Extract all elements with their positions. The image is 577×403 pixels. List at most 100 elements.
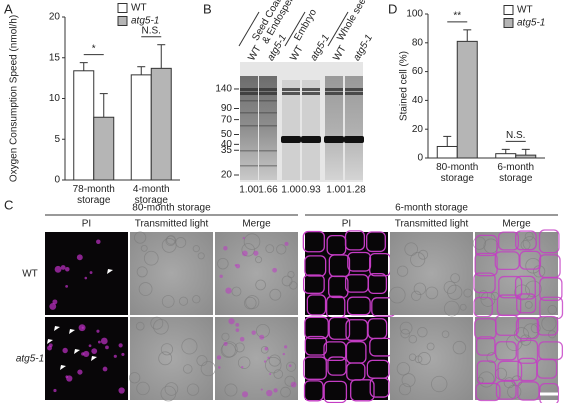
legend-swatch [503, 18, 514, 28]
y-tick-label: 100 [406, 9, 423, 20]
texture [221, 332, 230, 341]
blot-band [259, 165, 277, 167]
texture [478, 371, 495, 388]
marker-label: 20 [221, 170, 233, 181]
marker-label: 50 [221, 129, 233, 140]
texture [268, 354, 281, 367]
texture [161, 238, 177, 253]
texture [128, 372, 141, 384]
arrowhead [54, 326, 60, 331]
texture [431, 375, 448, 393]
marker-label: 140 [215, 84, 232, 95]
texture [160, 385, 177, 402]
cell-wall [497, 231, 519, 251]
pi-signal [113, 354, 117, 358]
pi-signal [60, 265, 66, 270]
pi-signal [105, 345, 109, 350]
ratio-label: 1.00 [281, 185, 301, 196]
pi-signal [100, 337, 108, 345]
blot-band [259, 92, 277, 95]
pi-signal [121, 352, 125, 357]
cell-wall [347, 251, 372, 272]
texture [178, 296, 189, 306]
pi-signal [102, 366, 108, 372]
texture [284, 375, 296, 387]
cell-wall [514, 275, 536, 300]
texture [175, 237, 187, 248]
pi-signal [218, 366, 221, 369]
texture [286, 361, 297, 372]
texture [136, 266, 148, 278]
texture [425, 286, 439, 300]
texture [447, 284, 463, 300]
blot-band [240, 165, 258, 167]
pi-signal [96, 239, 101, 244]
pi-signal [225, 287, 232, 294]
texture [217, 257, 229, 270]
texture [265, 244, 275, 254]
texture [525, 280, 542, 298]
cell-wall [474, 252, 498, 277]
pi-signal [234, 264, 237, 267]
cell-wall [494, 251, 520, 271]
texture [441, 330, 450, 339]
texture [276, 244, 287, 255]
pi-signal [284, 241, 289, 246]
cell-wall [327, 356, 347, 376]
y-tick-label: 10 [49, 93, 61, 104]
y-tick-label: 0 [417, 153, 423, 164]
legend-swatch [117, 16, 128, 26]
ratio-label: 1.00 [239, 185, 259, 196]
texture [426, 342, 435, 351]
lane-label: WT [246, 44, 263, 63]
x-tick-label: 4-month storage [132, 184, 170, 206]
group-line [327, 11, 349, 47]
pi-signal [89, 271, 93, 274]
bar [495, 153, 517, 159]
blot-smear [302, 80, 320, 180]
texture [192, 295, 201, 304]
significance-label: ** [453, 10, 461, 21]
significance-label: * [92, 43, 96, 54]
texture [396, 265, 409, 277]
marker-label: 40 [221, 139, 233, 150]
pi-signal [81, 352, 85, 356]
lane-label: atg5-1 [308, 33, 332, 63]
x-tick-label: 6-month storage [497, 162, 535, 184]
pi-signal [88, 344, 92, 348]
row-label: atg5-1 [16, 354, 44, 365]
pi-signal [251, 330, 256, 335]
cell-wall [302, 274, 325, 294]
column-label: Merge [502, 219, 531, 230]
micrograph [45, 317, 128, 400]
blot-band [240, 150, 258, 152]
ratio-label: 1.28 [346, 185, 366, 196]
pi-signal [263, 360, 267, 363]
blot-band [345, 92, 363, 95]
pi-signal [65, 266, 70, 272]
legend-swatch [117, 3, 128, 13]
blot-band [324, 136, 344, 143]
panel-label: C [4, 197, 13, 212]
texture [396, 362, 411, 376]
pi-signal [264, 347, 269, 351]
texture [459, 303, 467, 311]
texture [418, 249, 429, 260]
blot-band [259, 125, 277, 127]
blot-band [325, 92, 343, 95]
pi-signal [118, 387, 125, 394]
blot-band [344, 136, 364, 143]
panel-label: A [4, 1, 13, 16]
pi-signal [269, 373, 272, 376]
cell-wall [538, 229, 560, 254]
pi-signal [282, 352, 286, 356]
cell-wall [475, 382, 501, 402]
texture [413, 282, 427, 295]
blot-smear [259, 76, 277, 180]
lane-label: atg5-1 [351, 33, 375, 63]
blot-band [302, 92, 320, 95]
cell-wall [495, 380, 517, 400]
pi-signal [83, 350, 90, 358]
significance-label: N.S. [142, 25, 161, 36]
texture [164, 382, 179, 396]
